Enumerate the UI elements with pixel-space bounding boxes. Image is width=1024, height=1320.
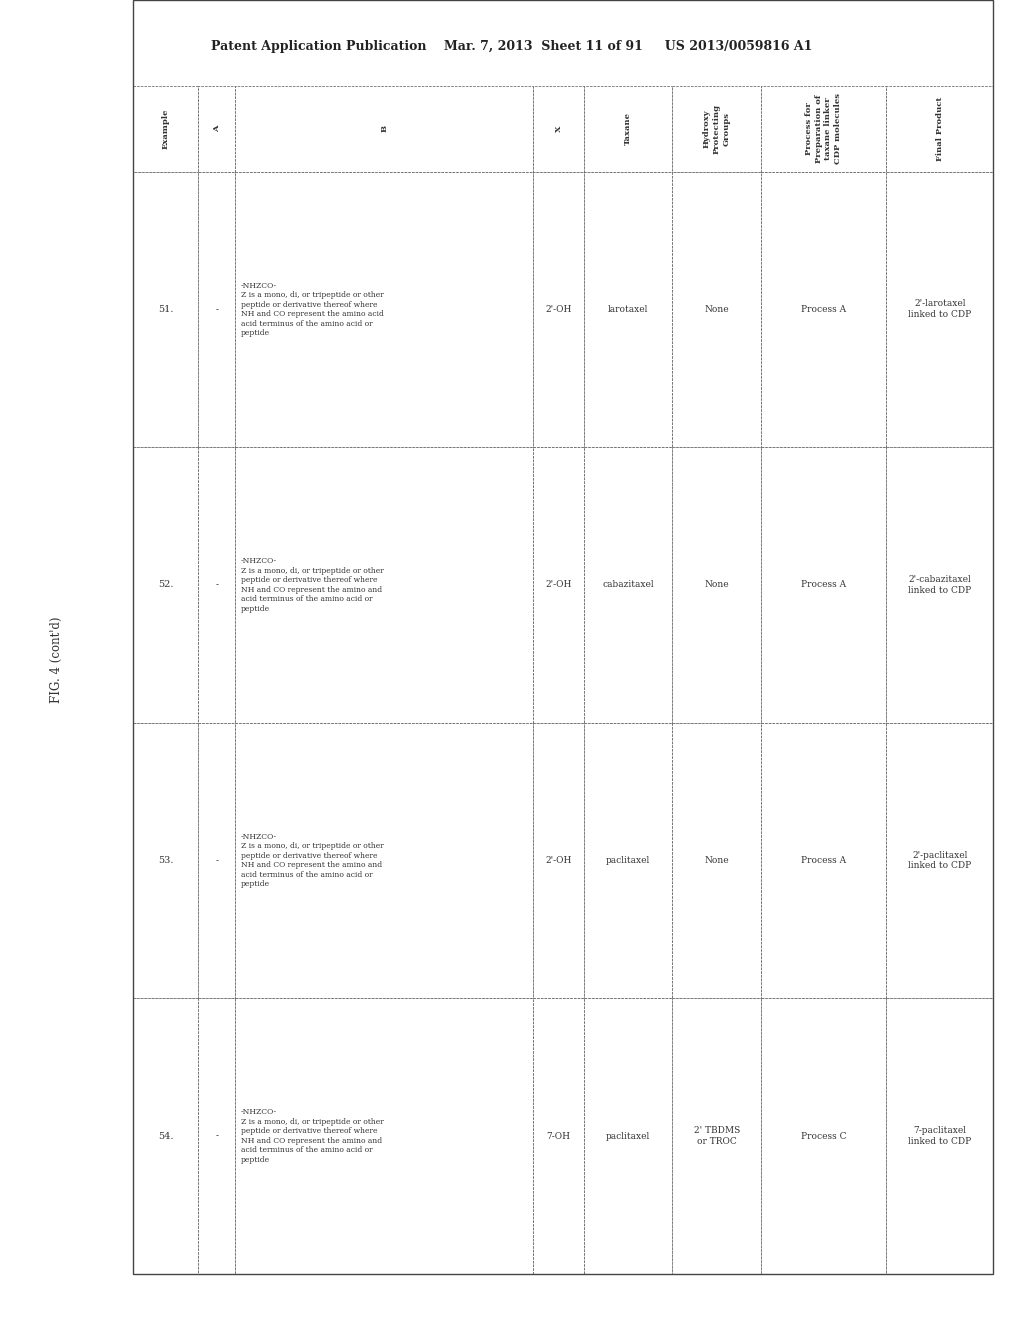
Bar [236,172,532,447]
Text: -: - [215,305,218,314]
Bar [199,86,236,172]
Bar [887,172,993,447]
Text: paclitaxel: paclitaxel [606,1131,650,1140]
Text: 2'-OH: 2'-OH [546,855,571,865]
Text: X: X [555,125,562,132]
Bar [584,723,673,998]
Bar [133,172,199,447]
Text: Example: Example [162,108,170,149]
Text: 2'-OH: 2'-OH [546,305,571,314]
Text: -: - [215,581,218,590]
Bar [887,86,993,172]
Text: Hydroxy
Protecting
Groups: Hydroxy Protecting Groups [702,104,730,153]
Bar [199,998,236,1274]
Text: larotaxel: larotaxel [608,305,648,314]
Bar [761,723,887,998]
Bar [199,447,236,722]
Bar [133,447,199,722]
Text: 2' TBDMS
or TROC: 2' TBDMS or TROC [693,1126,739,1146]
Bar [761,998,887,1274]
Bar [133,86,199,172]
Bar [236,86,532,172]
Bar [761,447,887,722]
Text: Final Product: Final Product [936,96,944,161]
Text: Taxane: Taxane [625,112,632,145]
Bar [887,447,993,722]
Text: -NHZCO-
Z is a mono, di, or tripeptide or other
peptide or derivative thereof wh: -NHZCO- Z is a mono, di, or tripeptide o… [241,1109,383,1164]
Bar [673,998,761,1274]
Text: 54.: 54. [158,1131,173,1140]
Text: 2'-OH: 2'-OH [546,581,571,590]
Bar [532,447,584,722]
Text: 2'-paclitaxel
linked to CDP: 2'-paclitaxel linked to CDP [908,850,972,870]
Bar [199,723,236,998]
Text: Process A: Process A [801,581,846,590]
Text: A: A [213,125,221,132]
Bar [584,447,673,722]
Bar [761,172,887,447]
Text: paclitaxel: paclitaxel [606,855,650,865]
Text: None: None [705,305,729,314]
Bar [584,86,673,172]
Bar [887,723,993,998]
Text: -: - [215,1131,218,1140]
Bar [133,723,199,998]
Bar [199,172,236,447]
Text: 2'-cabazitaxel
linked to CDP: 2'-cabazitaxel linked to CDP [908,576,972,595]
Bar [133,0,993,1274]
Text: Patent Application Publication    Mar. 7, 2013  Sheet 11 of 91     US 2013/00598: Patent Application Publication Mar. 7, 2… [211,40,813,53]
Bar [532,172,584,447]
Bar [236,723,532,998]
Text: Process for
Preparation of
taxane linker
CDP molecules: Process for Preparation of taxane linker… [805,94,843,164]
Text: 51.: 51. [158,305,173,314]
Bar [133,998,199,1274]
Text: FIG. 4 (cont'd): FIG. 4 (cont'd) [50,616,62,704]
Text: Process A: Process A [801,305,846,314]
Text: 7-paclitaxel
linked to CDP: 7-paclitaxel linked to CDP [908,1126,972,1146]
Text: 52.: 52. [158,581,173,590]
Bar [673,723,761,998]
Bar [761,86,887,172]
Bar [532,998,584,1274]
Bar [584,998,673,1274]
Text: 2'-larotaxel
linked to CDP: 2'-larotaxel linked to CDP [908,300,972,319]
Text: -: - [215,855,218,865]
Text: -NHZCO-
Z is a mono, di, or tripeptide or other
peptide or derivative thereof wh: -NHZCO- Z is a mono, di, or tripeptide o… [241,557,383,612]
Bar [673,86,761,172]
Text: None: None [705,581,729,590]
Text: -NHZCO-
Z is a mono, di, or tripeptide or other
peptide or derivative thereof wh: -NHZCO- Z is a mono, di, or tripeptide o… [241,281,383,337]
Bar [236,447,532,722]
Text: cabazitaxel: cabazitaxel [602,581,654,590]
Text: B: B [380,125,388,132]
Text: -NHZCO-
Z is a mono, di, or tripeptide or other
peptide or derivative thereof wh: -NHZCO- Z is a mono, di, or tripeptide o… [241,833,383,888]
Bar [236,998,532,1274]
Bar [584,172,673,447]
Bar [887,998,993,1274]
Text: Process A: Process A [801,855,846,865]
Text: None: None [705,855,729,865]
Bar [673,447,761,722]
Text: 53.: 53. [158,855,173,865]
Text: 7-OH: 7-OH [547,1131,570,1140]
Bar [673,172,761,447]
Text: Process C: Process C [801,1131,846,1140]
Bar [532,86,584,172]
Bar [532,723,584,998]
